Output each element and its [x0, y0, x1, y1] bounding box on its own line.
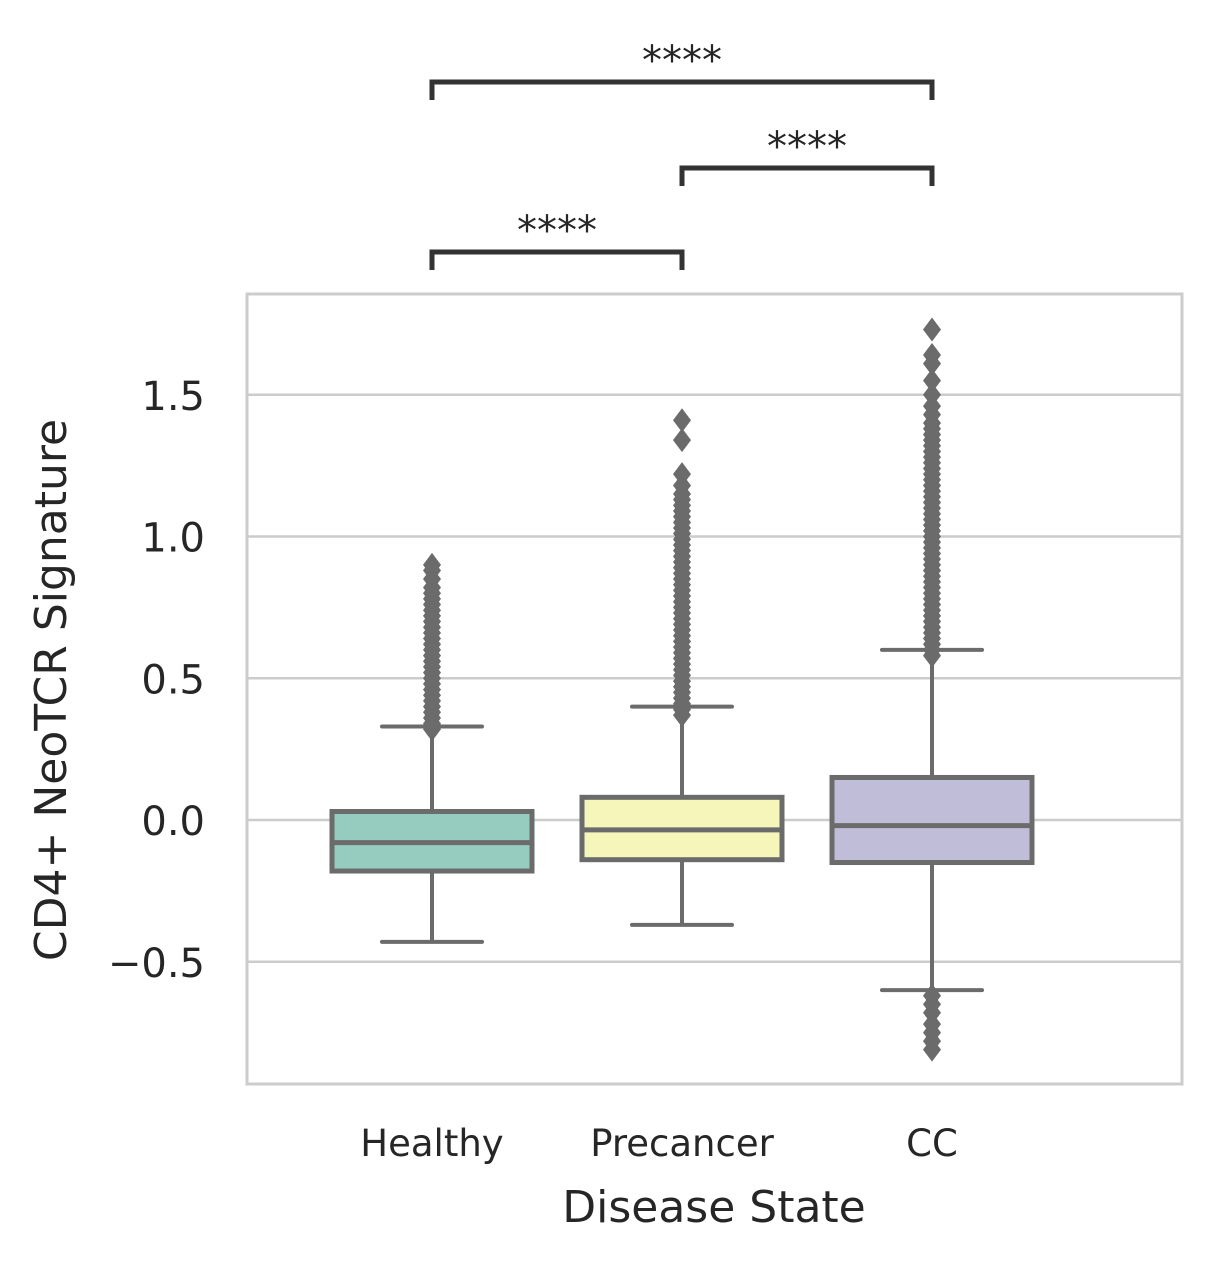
significance-label: **** — [642, 38, 722, 84]
outlier-point — [923, 343, 941, 368]
outlier-point — [423, 552, 441, 577]
outlier-point — [923, 1037, 941, 1062]
box-group-cc — [829, 317, 1035, 1062]
plot-frame — [245, 292, 1184, 1086]
x-tick-labels: Healthy Precancer CC — [360, 1122, 958, 1165]
y-tick-label: 0.5 — [141, 657, 205, 703]
boxes-layer — [329, 317, 1035, 1062]
y-tick-label: −0.5 — [108, 941, 205, 987]
y-tick-label: 0.0 — [141, 799, 205, 845]
outlier-point — [923, 317, 941, 342]
significance-annotations: **** **** **** — [429, 38, 935, 270]
outlier-point — [673, 408, 691, 433]
significance-bracket: **** — [679, 124, 935, 186]
outlier-point — [673, 428, 691, 453]
y-axis-label: CD4+ NeoTCR Signature — [26, 419, 77, 961]
bracket-line — [429, 79, 935, 100]
iqr-box — [829, 774, 1035, 866]
x-tick-label: Healthy — [360, 1122, 503, 1165]
outlier-point — [923, 382, 941, 407]
significance-label: **** — [517, 208, 597, 254]
bracket-line — [429, 249, 685, 270]
y-tick-label: 1.0 — [141, 516, 205, 562]
x-tick-label: CC — [906, 1122, 958, 1165]
x-tick-label: Precancer — [590, 1122, 774, 1165]
box-group-healthy — [329, 552, 535, 944]
y-tick-labels: −0.5 0.0 0.5 1.0 1.5 — [108, 374, 205, 987]
outlier-point — [923, 368, 941, 393]
significance-label: **** — [767, 124, 847, 170]
box-group-precancer — [579, 408, 785, 927]
significance-bracket: **** — [429, 208, 685, 270]
bracket-line — [679, 165, 935, 186]
outlier-point — [673, 462, 691, 487]
y-tick-label: 1.5 — [141, 374, 205, 420]
x-axis-label: Disease State — [562, 1182, 866, 1233]
significance-bracket: **** — [429, 38, 935, 100]
